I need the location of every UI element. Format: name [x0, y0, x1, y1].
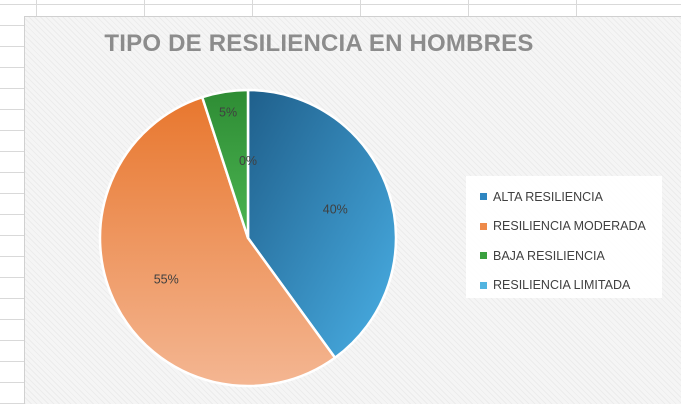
legend-item-moderada: RESILIENCIA MODERADA	[480, 212, 662, 242]
legend-swatch-limitada	[480, 281, 487, 289]
pie-slice-alta[interactable]	[246, 88, 398, 359]
legend-swatch-moderada	[480, 222, 487, 230]
legend-swatch-alta	[480, 193, 487, 201]
pie-slice-baja[interactable]	[201, 88, 250, 240]
legend-label-limitada: RESILIENCIA LIMITADA	[493, 278, 631, 293]
legend-item-limitada: RESILIENCIA LIMITADA	[480, 271, 662, 301]
data-label-alta: 40%	[323, 203, 348, 217]
legend-item-alta: ALTA RESILIENCIA	[480, 182, 662, 212]
chart-title: TIPO DE RESILIENCIA EN HOMBRES	[104, 30, 534, 57]
pie-slice-moderada[interactable]	[98, 95, 337, 388]
legend-label-alta: ALTA RESILIENCIA	[493, 189, 603, 204]
legend-label-moderada: RESILIENCIA MODERADA	[493, 219, 646, 234]
legend-swatch-baja	[480, 252, 487, 260]
legend-item-baja: BAJA RESILIENCIA	[480, 241, 662, 271]
data-label-moderada: 55%	[154, 273, 179, 287]
data-label-limitada: 0%	[239, 154, 257, 168]
chart-legend: ALTA RESILIENCIA RESILIENCIA MODERADA BA…	[466, 176, 662, 298]
data-label-baja: 5%	[219, 105, 237, 119]
legend-label-baja: BAJA RESILIENCIA	[493, 248, 605, 263]
